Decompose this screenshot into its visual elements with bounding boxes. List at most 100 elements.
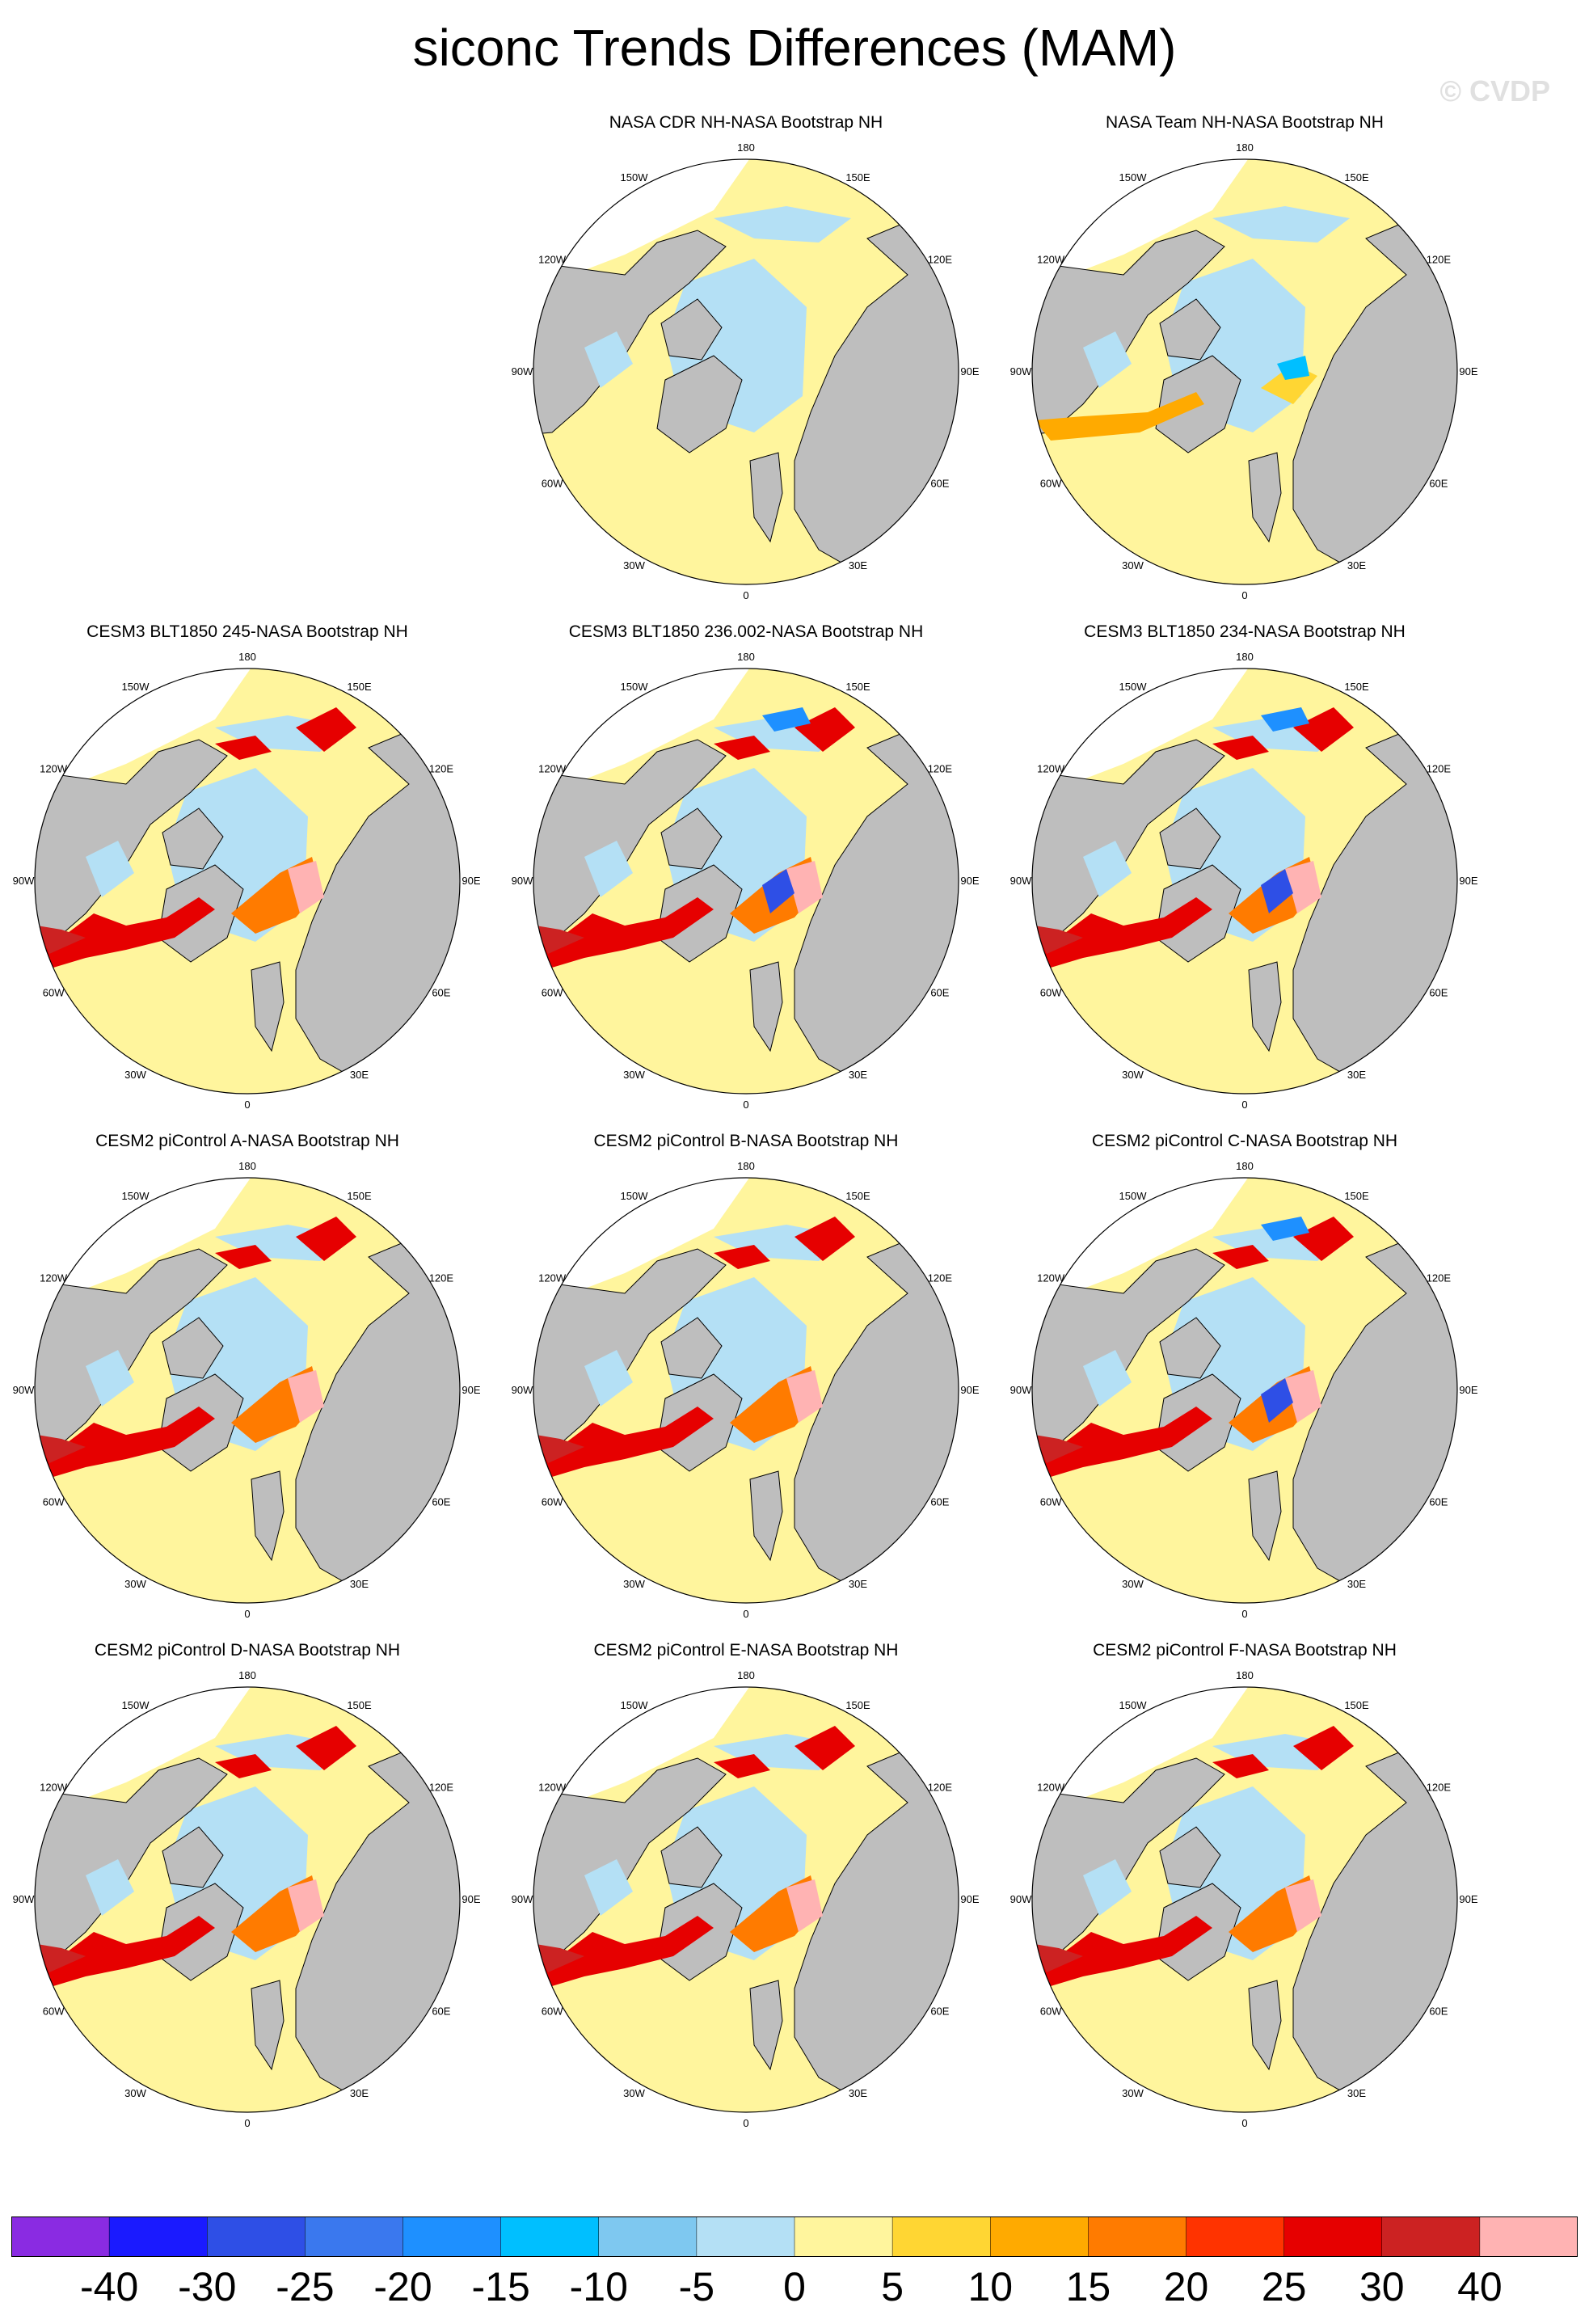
lon-label: 150E xyxy=(347,1699,372,1711)
kara-core-anomaly xyxy=(786,861,823,913)
map-boundary xyxy=(1031,1177,1458,1604)
colorbar-tick-label: 10 xyxy=(967,2264,1014,2309)
lon-label: 30E xyxy=(1347,2087,1366,2099)
colorbar-tick-label: -30 xyxy=(178,2264,237,2309)
lon-label: 150E xyxy=(1344,681,1369,693)
colorbar-tick-label: 40 xyxy=(1457,2264,1503,2309)
labrador-anomaly xyxy=(1035,392,1204,441)
bering-anomaly xyxy=(714,736,770,760)
hudson-bay-field xyxy=(86,1859,134,1916)
lon-label: 90E xyxy=(960,1893,979,1905)
scandinavia-land xyxy=(251,961,285,1052)
kara-core-anomaly xyxy=(786,1879,823,1932)
bering-anomaly xyxy=(1212,1245,1269,1269)
labrador-anomaly xyxy=(35,1407,215,1479)
lon-label: 60W xyxy=(542,2006,563,2018)
okhotsk-anomaly xyxy=(1293,1217,1354,1261)
bering-anomaly xyxy=(215,1245,272,1269)
lon-label: 90E xyxy=(960,365,979,377)
bering-field xyxy=(1212,206,1350,243)
scandinavia-land xyxy=(1248,1980,1282,2071)
lon-label: 0 xyxy=(743,2117,748,2129)
scandinavia-land xyxy=(749,1980,783,2071)
map-boundary xyxy=(533,1686,959,2113)
colorbar-swatch xyxy=(305,2216,404,2257)
figure-title: siconc Trends Differences (MAM) xyxy=(412,19,1177,77)
lon-label: 180 xyxy=(1236,1669,1254,1681)
colorbar-tick-label: -5 xyxy=(678,2264,715,2309)
labrador-anomaly xyxy=(35,1916,215,1989)
colorbar-labels: -40 -30 -25 -20 -15 -10 -5 0 5 10 15 20 25 30 40 xyxy=(0,2263,1589,2312)
lon-label: 60E xyxy=(432,987,450,999)
lon-label: 180 xyxy=(1236,141,1254,154)
lon-label: 30E xyxy=(1347,1069,1366,1081)
lon-label: 30W xyxy=(124,2087,146,2099)
lon-label: 90E xyxy=(462,1384,480,1396)
lon-label: 30W xyxy=(1122,1069,1144,1081)
polar-map: 180 150E 120E 90E 60E 30E 0 30W 60W 90W 120W 150W xyxy=(13,1669,481,2129)
lon-label: 60E xyxy=(1429,2006,1448,2018)
lon-label: 30E xyxy=(350,1069,369,1081)
okhotsk-anomaly xyxy=(794,1726,855,1770)
lon-label: 0 xyxy=(244,1099,250,1111)
bering-anomaly xyxy=(215,736,272,760)
labrador-core-anomaly xyxy=(536,926,584,954)
archipelago-land xyxy=(660,298,723,361)
scandinavia-land xyxy=(749,1470,783,1562)
lon-label: 90W xyxy=(13,1384,35,1396)
hudson-bay-field xyxy=(86,1350,134,1407)
panel-title: CESM3 BLT1850 245-NASA Bootstrap NH xyxy=(86,622,408,641)
lon-label: 120W xyxy=(40,763,68,775)
lon-label: 180 xyxy=(737,1160,755,1172)
hudson-bay-field xyxy=(1083,1350,1132,1407)
colorbar-frame xyxy=(11,2216,1578,2257)
lon-label: 30E xyxy=(849,1069,867,1081)
labrador-anomaly xyxy=(533,1916,714,1989)
lon-label: 90E xyxy=(1459,1384,1477,1396)
negative-anomaly xyxy=(1277,356,1309,380)
colorbar-tick-label: 25 xyxy=(1261,2264,1307,2309)
archipelago-land xyxy=(162,1826,224,1888)
map-boundary xyxy=(533,1177,959,1604)
lon-label: 90W xyxy=(512,1384,533,1396)
lon-label: 90W xyxy=(512,875,533,887)
lon-label: 120W xyxy=(1037,1272,1065,1284)
scandinavia-land xyxy=(1248,452,1282,543)
bering-anomaly xyxy=(714,1754,770,1778)
lon-label: 120E xyxy=(928,1272,953,1284)
lon-label: 30W xyxy=(623,559,645,572)
okhotsk-anomaly xyxy=(1293,1726,1354,1770)
kara-core-anomaly xyxy=(786,1370,823,1423)
polar-map: 180 150E 120E 90E 60E 30E 0 30W 60W 90W 120W 150W xyxy=(1010,1669,1478,2129)
lon-label: 90W xyxy=(13,875,35,887)
archipelago-land xyxy=(1159,1826,1221,1888)
lon-label: 150E xyxy=(1344,1190,1369,1202)
lon-label: 120E xyxy=(429,1272,454,1284)
lon-label: 30E xyxy=(1347,559,1366,572)
kara-core-anomaly xyxy=(288,861,324,913)
map-panel: CESM2 piControl A-NASA Bootstrap NH 180 15… xyxy=(0,1132,498,1641)
bering-anomaly xyxy=(215,1754,272,1778)
panel-title: CESM2 piControl F-NASA Bootstrap NH xyxy=(1093,1641,1397,1660)
map-boundary xyxy=(1031,1686,1458,2113)
lon-label: 120W xyxy=(1037,763,1065,775)
map-boundary xyxy=(1031,668,1458,1095)
lon-label: 90E xyxy=(1459,1893,1477,1905)
lon-label: 30W xyxy=(124,1069,146,1081)
lon-label: 90W xyxy=(1010,875,1032,887)
negative-anomaly-north xyxy=(762,707,811,732)
lon-label: 120W xyxy=(538,254,567,266)
scandinavia-land xyxy=(749,961,783,1052)
lon-label: 150E xyxy=(347,1190,372,1202)
colorbar-swatch xyxy=(598,2216,698,2257)
map-panel: NASA CDR NH-NASA Bootstrap NH 180 150E 120E… xyxy=(495,113,997,622)
labrador-anomaly xyxy=(533,1407,714,1479)
lon-label: 30W xyxy=(1122,1578,1144,1590)
polar-map: 180 150E 120E 90E 60E 30E 0 30W 60W 90W 120W 150W xyxy=(13,1160,481,1620)
lon-label: 90E xyxy=(462,875,480,887)
lon-label: 30W xyxy=(623,1578,645,1590)
labrador-core-anomaly xyxy=(1035,1944,1083,1972)
archipelago-land xyxy=(1159,298,1221,361)
lon-label: 60E xyxy=(432,1496,450,1508)
lon-label: 90W xyxy=(1010,1893,1032,1905)
